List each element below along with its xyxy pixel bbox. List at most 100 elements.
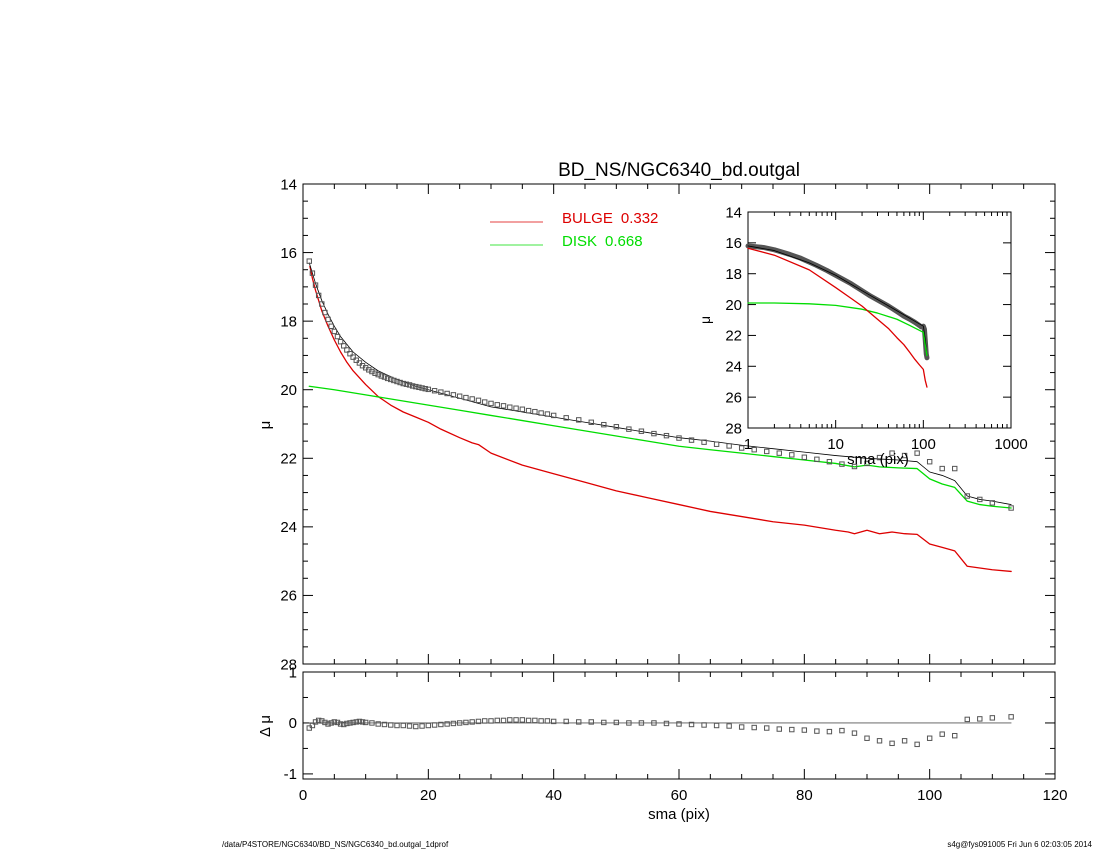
residual-series-residual-point <box>341 721 347 728</box>
main-series-data-point <box>801 454 808 460</box>
legend-disk-name: DISK <box>562 233 597 250</box>
main-series-data-point <box>738 445 745 451</box>
main-series-data-point <box>350 354 356 360</box>
main-series-data-point <box>538 410 544 416</box>
residual-series-residual-point <box>801 727 808 733</box>
main-ytick-label: 18 <box>280 313 297 330</box>
main-series-data-point <box>450 392 457 398</box>
main-series-data-point <box>409 383 416 389</box>
residual-xtick-label: 100 <box>917 787 942 804</box>
main-series-data-point <box>394 378 400 385</box>
main-ytick-label: 28 <box>280 656 297 673</box>
residual-series-residual-point <box>532 717 538 724</box>
residual-series-residual-point <box>601 719 607 726</box>
inset-ytick-label: 20 <box>725 297 742 314</box>
main-series-data-point <box>325 316 331 323</box>
inset-series-disk <box>747 302 928 357</box>
main-series-data-point <box>513 405 519 411</box>
main-series-data-point <box>400 380 406 387</box>
main-series-data-point <box>701 439 707 445</box>
main-series-data-point <box>851 463 858 470</box>
residual-series-residual-point <box>688 721 695 728</box>
residual-series-residual-point <box>576 719 582 725</box>
legend: BULGE 0.332 DISK 0.668 <box>490 210 658 250</box>
residual-series-residual-point <box>989 715 996 721</box>
main-series-data-point <box>926 459 933 465</box>
residual-series-residual-point <box>651 720 657 726</box>
inset-xtick-label: 1 <box>744 436 752 453</box>
main-series-data-point <box>789 452 795 458</box>
residual-ylabel: Δ μ <box>257 715 274 737</box>
residual-series-residual-point <box>344 720 350 727</box>
inset-axis-ticks: 14 16 18 20 22 24 26 281 10 100 1000 <box>725 204 1027 453</box>
chart-title: BD_NS/NGC6340_bd.outgal <box>558 160 800 181</box>
main-ytick-label: 16 <box>280 245 297 262</box>
residual-series-residual-point <box>901 738 908 744</box>
main-series-data-point <box>344 347 350 353</box>
main-series-data-point <box>378 373 385 379</box>
residual-series-residual-point <box>638 720 645 726</box>
main-series-data-point <box>375 371 381 378</box>
residual-series-residual-point <box>325 721 331 727</box>
residual-series-residual-point <box>350 719 356 726</box>
main-series-data-point <box>384 375 391 382</box>
main-series-data-point <box>638 428 645 434</box>
main-series-data-point <box>776 450 782 456</box>
residual-series-residual-point <box>676 721 682 727</box>
inset-ytick-label: 18 <box>725 266 742 283</box>
residual-series-residual-point <box>456 720 463 726</box>
residual-series-residual-point <box>926 735 933 741</box>
main-series-data <box>306 258 1014 511</box>
main-series-data-point <box>914 450 920 456</box>
main-series-data-point <box>488 400 494 407</box>
inset-ytick-label: 26 <box>725 389 742 406</box>
main-series-data-point <box>438 389 444 395</box>
main-series-data-point <box>381 374 388 380</box>
main-series-data-point <box>403 381 410 387</box>
inset-ytick-label: 28 <box>725 420 742 437</box>
residual-series-residual-point <box>362 719 369 726</box>
residual-series-residual-point <box>914 741 920 748</box>
main-series-data-point <box>839 461 845 467</box>
residual-series-residual-point <box>337 721 344 727</box>
main-series-data-point <box>397 379 403 386</box>
main-series-data-point <box>688 437 695 443</box>
residual-ytick-label: -1 <box>284 766 297 783</box>
residual-series-residual-point <box>312 719 319 725</box>
main-series-data-point <box>889 450 895 456</box>
main-series-data-point <box>525 407 532 414</box>
residual-series <box>306 714 1014 748</box>
main-ylabel: μ <box>257 421 274 430</box>
main-series-data-point <box>952 465 958 472</box>
residual-series-residual-point <box>538 718 544 724</box>
main-series-data-point <box>356 360 363 366</box>
residual-series-residual-point <box>851 730 858 736</box>
main-series-data-point <box>372 370 378 376</box>
legend-disk-value: 0.668 <box>605 233 643 250</box>
residual-xtick-label: 20 <box>420 787 437 804</box>
residual-series-residual-point <box>406 723 413 729</box>
residual-series-residual-point <box>469 719 475 725</box>
residual-series-residual-point <box>394 722 400 729</box>
residual-series-residual-point <box>507 717 513 723</box>
residual-series-residual-point <box>713 722 720 729</box>
main-series-data-point <box>347 351 353 357</box>
inset-series-bulge <box>747 247 928 388</box>
inset-ylabel: μ <box>697 316 713 324</box>
inset-xtick-label: 10 <box>827 436 844 453</box>
residual-series-residual-point <box>494 717 500 724</box>
residual-series-residual-point <box>334 719 341 726</box>
residual-xtick-label: 40 <box>545 787 562 804</box>
residual-series-residual-point <box>315 717 322 724</box>
main-series-data-point <box>353 357 359 363</box>
main-series-data-point <box>444 390 450 397</box>
residual-series-residual-point <box>613 719 620 726</box>
main-series-data-point <box>331 328 338 335</box>
main-series-data-point <box>613 424 620 430</box>
footer-timestamp: s4g@fys091005 Fri Jun 6 02:03:05 2014 <box>947 840 1092 849</box>
residual-ytick-label: 0 <box>289 715 297 732</box>
residual-series-residual-point <box>588 719 594 725</box>
main-series-data-point <box>312 282 319 288</box>
main-series-bulge <box>309 265 1012 573</box>
